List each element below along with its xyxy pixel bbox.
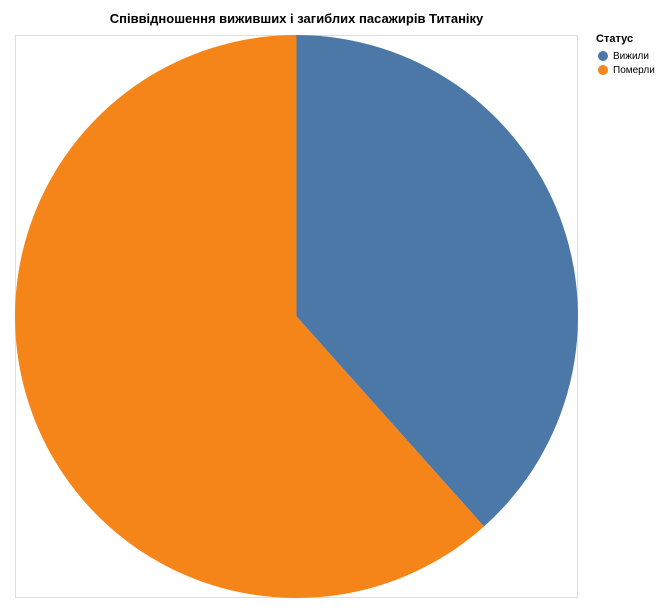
legend: Статус Вижили Померли [596, 33, 655, 77]
legend-items: Вижили Померли [596, 49, 655, 77]
pie-slice-1[interactable] [296, 35, 578, 527]
pie-slice-2[interactable] [14, 34, 484, 598]
legend-label: Померли [613, 64, 655, 76]
pie-chart [14, 34, 578, 598]
chart-title: Співвідношення виживших і загиблих пасаж… [109, 11, 484, 26]
legend-swatch-icon [598, 65, 608, 75]
legend-label: Вижили [613, 50, 649, 62]
legend-title: Статус [596, 33, 634, 45]
legend-swatch-icon [598, 51, 608, 61]
legend-item-1[interactable]: Вижили [598, 49, 655, 63]
legend-item-2[interactable]: Померли [598, 63, 655, 77]
